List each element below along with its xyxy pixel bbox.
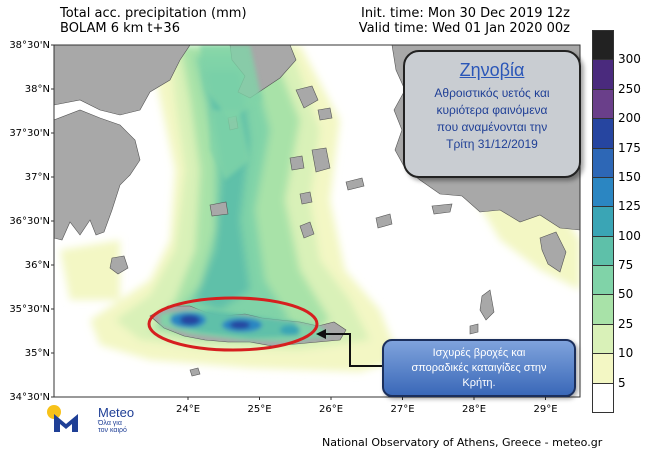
ios	[299, 191, 313, 205]
longitude-labels: 24°E 25°E 26°E 27°E 28°E 29°E	[176, 404, 558, 415]
map-times: Init. time: Mon 30 Dec 2019 12z Valid ti…	[359, 6, 570, 36]
milos	[209, 201, 229, 217]
colorbar-level-label: 175	[618, 140, 641, 155]
init-time: Init. time: Mon 30 Dec 2019 12z	[360, 6, 570, 21]
note-line-4: Τρίτη 31/12/2019	[446, 137, 538, 151]
andros	[295, 85, 319, 109]
note-line-1: Αθροιστικός υετός και	[434, 86, 550, 100]
colorbar-level-label: 250	[618, 81, 641, 96]
longitude-tick-label: 27°E	[390, 404, 414, 415]
gavdos	[189, 367, 201, 377]
alert-line-1: Ισχυρές βροχές και	[432, 347, 526, 359]
longitude-tick-label: 29°E	[533, 404, 557, 415]
pointer-arrow	[316, 329, 382, 367]
paros	[289, 155, 305, 171]
colorbar-swatch	[592, 382, 614, 413]
colorbar-swatch	[592, 235, 614, 267]
colorbar-swatch	[592, 294, 614, 325]
longitude-tick-label: 26°E	[319, 404, 343, 415]
colorbar-swatch	[592, 88, 614, 120]
latitude-tick-label: 35°N	[25, 348, 50, 359]
colorbar-swatch	[592, 265, 614, 296]
latitude-tick-label: 36°30'N	[9, 216, 50, 227]
latitude-tick-label: 38°30'N	[9, 40, 50, 51]
colorbar-level-label: 300	[618, 52, 641, 67]
colorbar-swatch	[592, 30, 614, 61]
colorbar-level-label: 100	[618, 228, 641, 243]
colorbar-level-label: 75	[618, 258, 634, 273]
astypalaia	[375, 213, 393, 229]
latitude-tick-label: 38°N	[25, 84, 50, 95]
meteo-logo-mark-icon	[47, 405, 78, 432]
kos	[431, 203, 453, 215]
axis-ticks	[51, 44, 546, 400]
title-product: Total acc. precipitation (mm)	[60, 6, 247, 21]
credit-line: National Observatory of Athens, Greece -…	[322, 436, 603, 449]
colorbar-level-label: 25	[618, 316, 634, 331]
logo-name: Meteo	[98, 405, 135, 420]
colorbar-swatch	[592, 59, 614, 90]
map-title: Total acc. precipitation (mm) BOLAM 6 km…	[60, 6, 247, 36]
colorbar-level-label: 200	[618, 111, 641, 126]
colorbar-level-label: 150	[618, 169, 641, 184]
longitude-tick-label: 25°E	[247, 404, 271, 415]
tinos	[317, 107, 333, 121]
latitude-tick-label: 35°30'N	[9, 304, 50, 315]
crete-alert-box: Ισχυρές βροχές και σποραδικές καταιγίδες…	[382, 339, 576, 397]
latitude-tick-label: 36°N	[25, 260, 50, 271]
alert-line-2: σποραδικές καταιγίδες στην	[411, 362, 547, 374]
storm-note-box: Ζηνοβία Αθροιστικός υετός και κυριότερα …	[403, 50, 581, 178]
colorbar-swatch	[592, 206, 614, 237]
colorbar-swatch	[592, 323, 614, 355]
colorbar-level-label: 5	[618, 375, 626, 390]
attica-mainland	[54, 45, 191, 116]
colorbar-level-label: 125	[618, 199, 641, 214]
colorbar-swatch	[592, 353, 614, 384]
alert-line-3: Κρήτη.	[462, 377, 496, 389]
note-line-3: που αναμένονται την	[436, 120, 548, 134]
kasos	[469, 323, 479, 335]
longitude-tick-label: 24°E	[176, 404, 200, 415]
latitude-tick-label: 37°30'N	[9, 128, 50, 139]
amorgos	[345, 177, 365, 191]
note-line-2: κυριότερα φαινόμενα	[436, 103, 548, 117]
latitude-tick-label: 37°N	[25, 172, 50, 183]
colorbar-swatch	[592, 118, 614, 149]
colorbar-level-label: 10	[618, 346, 634, 361]
karpathos	[479, 289, 495, 321]
valid-time: Valid time: Wed 01 Jan 2020 00z	[358, 21, 570, 36]
peloponnese	[54, 109, 141, 241]
latitude-tick-label: 34°30'N	[9, 392, 50, 403]
logo-tagline: Όλα για τον καιρό	[98, 420, 127, 434]
precipitation-over-land	[160, 45, 330, 342]
colorbar-swatch	[592, 147, 614, 178]
longitude-tick-label: 28°E	[462, 404, 486, 415]
naxos	[311, 147, 331, 173]
storm-description: Αθροιστικός υετός και κυριότερα φαινόμεν…	[405, 85, 579, 153]
latitude-labels: 38°30'N 38°N 37°30'N 37°N 36°30'N 36°N 35°30'N…	[9, 40, 50, 403]
meteo-logo: Meteo Όλα για τον καιρό	[46, 404, 146, 434]
title-model: BOLAM 6 km t+36	[60, 21, 180, 36]
storm-name: Ζηνοβία	[459, 60, 525, 80]
colorbar-level-label: 50	[618, 287, 634, 302]
rhodes	[539, 231, 567, 273]
kythira	[109, 255, 129, 275]
crete-highlight-ellipse	[147, 296, 319, 352]
colorbar-swatch	[592, 176, 614, 208]
santorini	[299, 221, 315, 239]
